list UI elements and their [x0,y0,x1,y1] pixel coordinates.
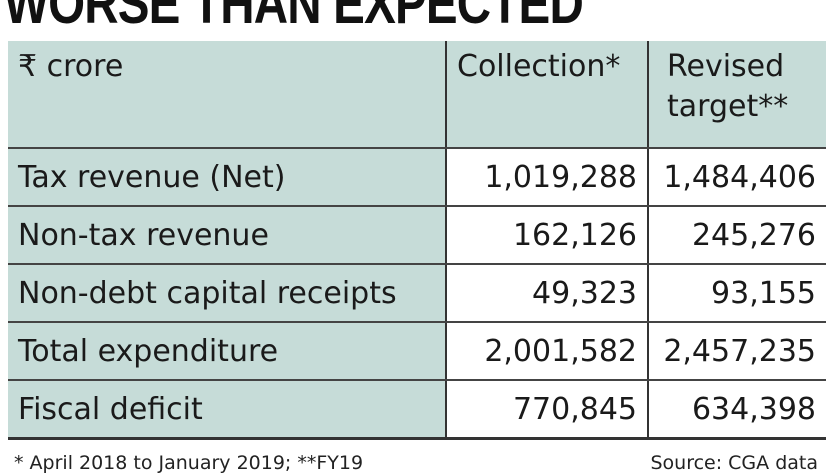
row-label: Non-tax revenue [8,206,446,265]
table-row: Non-tax revenue 162,126 245,276 [8,206,826,265]
row-label: Total expenditure [8,322,446,381]
table-row: Tax revenue (Net) 1,019,288 1,484,406 [8,148,826,207]
collection-cell: 2,001,582 [445,322,648,381]
source: Source: CGA data [650,452,818,474]
revised-target-cell: 93,155 [647,264,826,323]
footnote: * April 2018 to January 2019; **FY19 [14,452,364,474]
row-label: Non-debt capital receipts [8,264,446,323]
revised-target-cell: 634,398 [647,380,826,440]
row-label: Tax revenue (Net) [8,148,446,207]
header-row: ₹ crore Collection* Revised target** [8,41,826,149]
header-collection: Collection* [445,41,648,149]
collection-cell: 49,323 [445,264,648,323]
collection-cell: 162,126 [445,206,648,265]
revised-target-cell: 1,484,406 [647,148,826,207]
collection-cell: 1,019,288 [445,148,648,207]
revised-target-cell: 245,276 [647,206,826,265]
chart-title: WORSE THAN EXPECTED [4,0,584,36]
revised-target-cell: 2,457,235 [647,322,826,381]
header-revised-target: Revised target** [647,41,826,149]
collection-cell: 770,845 [445,380,648,440]
table-row: Total expenditure 2,001,582 2,457,235 [8,322,826,381]
header-unit: ₹ crore [8,41,446,149]
row-label: Fiscal deficit [8,380,446,440]
table-row: Fiscal deficit 770,845 634,398 [8,380,826,440]
table-row: Non-debt capital receipts 49,323 93,155 [8,264,826,323]
data-table: ₹ crore Collection* Revised target** Tax… [8,41,826,440]
